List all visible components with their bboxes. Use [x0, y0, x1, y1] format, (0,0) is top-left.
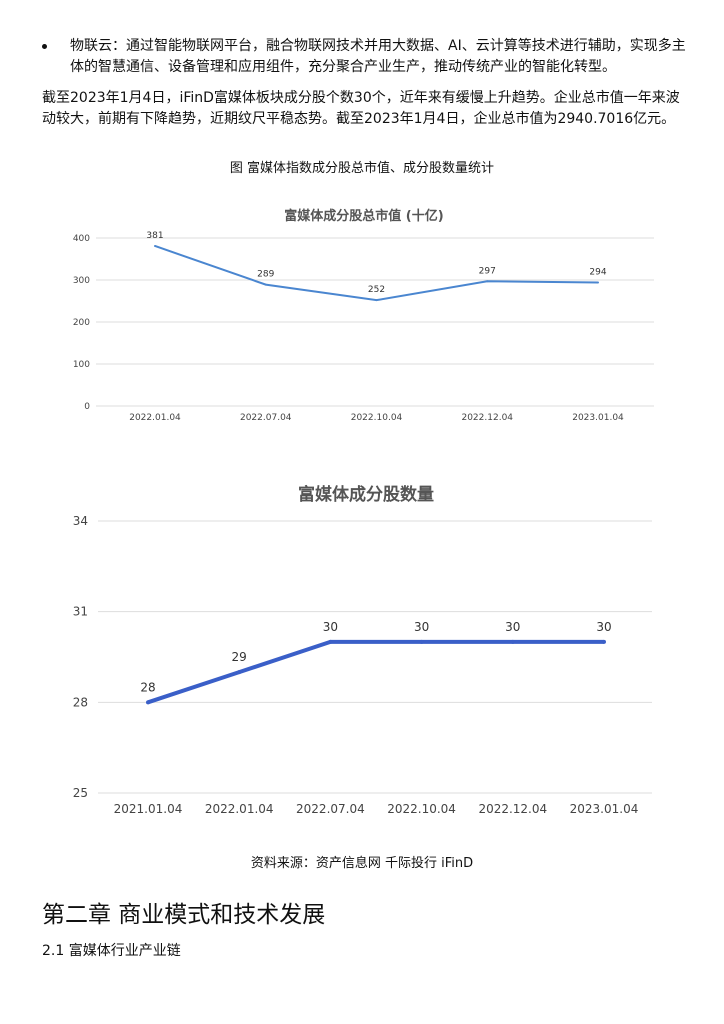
y-tick-label: 31 — [73, 605, 88, 619]
bullet-marker — [42, 44, 47, 49]
x-tick-label: 2022.10.04 — [351, 413, 403, 423]
chart-title: 富媒体成分股总市值 (十亿) — [284, 208, 443, 224]
data-point — [154, 244, 156, 247]
x-tick-label: 2022.07.04 — [240, 413, 292, 423]
y-tick-label: 25 — [73, 786, 88, 800]
y-tick-label: 300 — [73, 276, 90, 286]
data-label: 28 — [140, 680, 155, 694]
data-label: 29 — [232, 650, 247, 664]
data-label: 30 — [596, 620, 611, 634]
y-tick-label: 34 — [73, 514, 88, 528]
data-label: 289 — [257, 270, 274, 280]
y-tick-label: 200 — [73, 318, 90, 328]
market-cap-line-chart: 富媒体成分股总市值 (十亿) 0 100 200 300 400 2022.01.04 20… — [73, 208, 654, 423]
series-line — [147, 639, 604, 705]
y-tick-label: 28 — [73, 695, 88, 709]
data-point — [146, 700, 150, 705]
x-tick-label: 2022.07.04 — [296, 802, 365, 816]
x-tick-label: 2022.12.04 — [478, 802, 547, 816]
source-note: 资料来源：资产信息网 千际投行 iFinD — [250, 856, 474, 871]
x-tick-label: 2022.01.04 — [129, 413, 181, 423]
x-tick-label: 2023.01.04 — [572, 413, 624, 423]
data-point — [486, 280, 489, 283]
x-tick-label: 2021.01.04 — [114, 802, 183, 816]
data-point — [264, 283, 267, 286]
data-label: 30 — [414, 620, 429, 634]
data-point — [597, 281, 599, 284]
data-label: 381 — [146, 231, 163, 241]
data-label: 30 — [505, 620, 520, 634]
x-tick-label: 2022.01.04 — [205, 802, 274, 816]
data-point — [237, 670, 242, 675]
x-tick-label: 2022.12.04 — [461, 413, 513, 423]
chart-title: 富媒体成分股数量 — [298, 484, 434, 505]
x-tick-label: 2023.01.04 — [570, 802, 639, 816]
figure-caption: 图 富媒体指数成分股总市值、成分股数量统计 — [229, 161, 495, 176]
y-tick-label: 0 — [84, 402, 90, 412]
data-point — [419, 639, 424, 644]
data-point — [602, 639, 606, 644]
x-tick-label: 2022.10.04 — [387, 802, 456, 816]
constituent-count-line-chart: 富媒体成分股数量 25 28 31 34 2021.01.04 2022.01.04 202… — [73, 484, 652, 816]
data-label: 294 — [589, 268, 606, 278]
data-point — [375, 299, 378, 302]
y-tick-label: 100 — [73, 360, 90, 370]
body-paragraph: 截至2023年1月4日，iFinD富媒体板块成分股个数30个，近年来有缓慢上升趋… — [42, 90, 680, 127]
bullet-list-item: 物联云：通过智能物联网平台，融合物联网技术并用大数据、AI、云计算等技术进行辅助… — [42, 36, 692, 78]
data-label: 252 — [368, 285, 385, 295]
data-point — [328, 639, 333, 644]
chapter-heading: 第二章 商业模式和技术发展 — [42, 902, 326, 928]
y-tick-label: 400 — [73, 234, 90, 244]
data-label: 30 — [323, 620, 338, 634]
section-heading: 2.1 富媒体行业产业链 — [42, 943, 181, 959]
data-point — [510, 639, 515, 644]
bullet-text: 物联云：通过智能物联网平台，融合物联网技术并用大数据、AI、云计算等技术进行辅助… — [70, 38, 686, 75]
data-label: 297 — [479, 266, 496, 276]
